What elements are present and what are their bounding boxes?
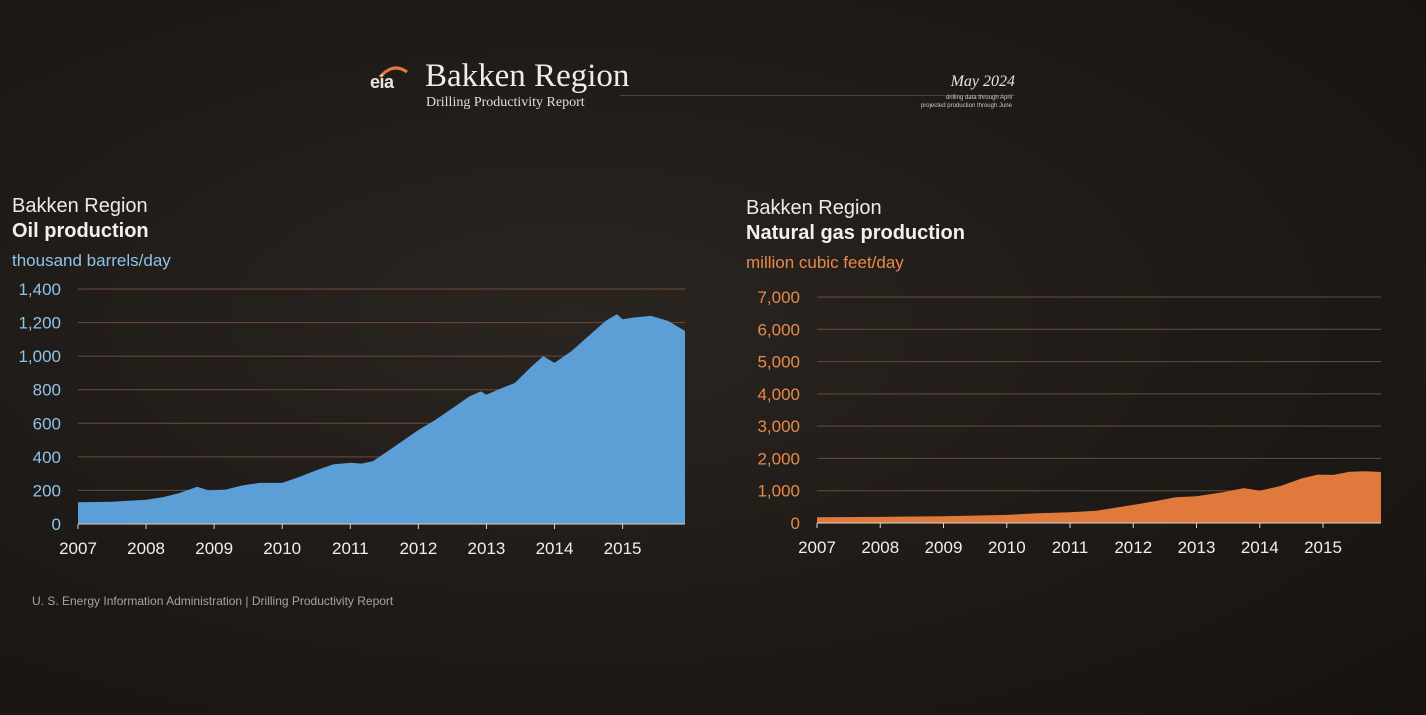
oil-ytick-label: 1,400 [18,280,61,299]
oil-ytick-label: 1,000 [18,347,61,366]
gas-xtick-label: 2015 [1304,538,1342,557]
gas-ytick-label: 6,000 [757,320,800,339]
oil-unit-label: thousand barrels/day [12,251,171,270]
gas-xtick-label: 2008 [861,538,899,557]
oil-xtick-label: 2007 [59,539,97,558]
footer-credit: U. S. Energy Information Administration … [32,594,394,608]
gas-xtick-label: 2007 [798,538,836,557]
eia-logo: eia [368,64,408,94]
gas-ytick-label: 4,000 [757,385,800,404]
gas-area-series [817,471,1381,523]
gas-ytick-label: 1,000 [757,482,800,501]
oil-region-label: Bakken Region [12,195,148,217]
report-subtitle: Drilling Productivity Report [426,95,585,110]
drilling-data-note: drilling data through April [945,95,1012,101]
header-divider [620,95,1015,96]
projection-note: projected production through June [920,103,1012,109]
oil-ytick-label: 600 [33,414,61,433]
oil-xtick-label: 2009 [195,539,233,558]
oil-ytick-label: 400 [33,448,61,467]
gas-production-chart: 0 1,000 2,000 3,000 4,000 5,000 6,000 7,000 2007… [757,288,1381,557]
gas-chart-title: Natural gas production [746,222,965,244]
gas-xtick-label: 2009 [925,538,963,557]
oil-xtick-label: 2015 [604,539,642,558]
logo-text: eia [370,72,394,92]
gas-xtick-label: 2013 [1178,538,1216,557]
gas-unit-label: million cubic feet/day [746,253,904,272]
oil-production-chart: 0 200 400 600 800 1,000 1,200 1,400 2007 2008 2009… [18,280,685,558]
gas-ytick-label: 2,000 [757,449,800,468]
report-header: eia Bakken Region Drilling Productivity … [0,0,1426,130]
gas-chart-titles: Bakken Region Natural gas production mil… [746,197,965,273]
oil-xtick-label: 2011 [332,539,369,558]
report-date: May 2024 [950,73,1015,90]
gas-xtick-label: 2012 [1114,538,1152,557]
oil-xtick-label: 2008 [127,539,165,558]
oil-xtick-label: 2014 [536,539,574,558]
gas-ytick-label: 5,000 [757,353,800,372]
oil-chart-titles: Bakken Region Oil production thousand ba… [12,195,171,271]
oil-ytick-label: 0 [52,515,61,534]
oil-chart-title: Oil production [12,220,149,242]
report-title: Bakken Region [425,58,630,94]
oil-ytick-label: 1,200 [18,314,61,333]
oil-xtick-label: 2013 [468,539,506,558]
gas-ytick-label: 7,000 [757,288,800,307]
oil-xtick-label: 2010 [263,539,301,558]
oil-area-series [78,314,685,524]
logo-arc-icon [378,66,408,78]
gas-region-label: Bakken Region [746,197,882,219]
oil-ytick-label: 200 [33,481,61,500]
gas-xtick-label: 2011 [1052,538,1089,557]
oil-xtick-label: 2012 [399,539,437,558]
gas-ytick-label: 0 [791,514,800,533]
gas-xtick-label: 2010 [988,538,1026,557]
gas-ytick-label: 3,000 [757,417,800,436]
oil-ytick-label: 800 [33,381,61,400]
gas-xtick-label: 2014 [1241,538,1279,557]
